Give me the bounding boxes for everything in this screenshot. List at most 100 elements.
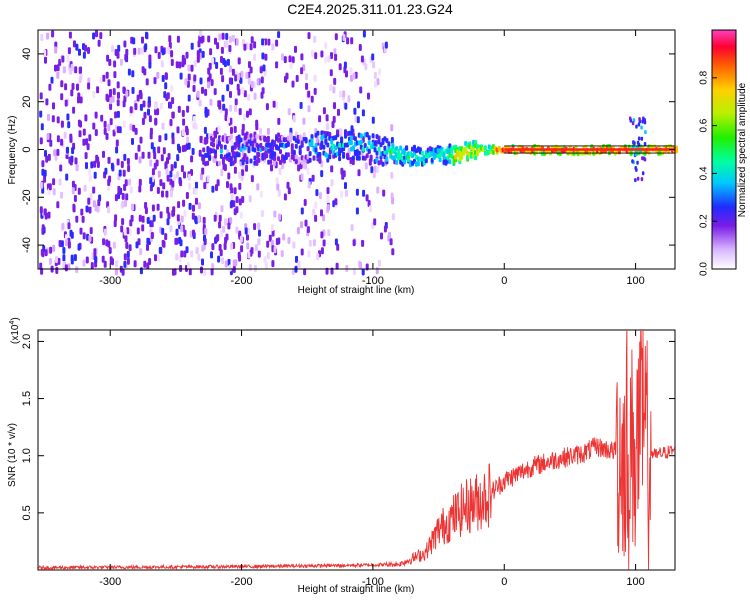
spectrogram-cell [312, 239, 316, 247]
spectrogram-cell [47, 113, 50, 121]
spectrogram-cell [138, 185, 142, 193]
spectrogram-cell [250, 36, 254, 44]
spectrogram-cell [53, 149, 57, 157]
spectrogram-cell [318, 192, 322, 200]
spectrogram-cell [221, 257, 225, 265]
spectrogram-cell [280, 250, 284, 258]
spectrogram-cell [45, 98, 49, 106]
spectrogram-cell [110, 162, 114, 170]
spectrogram-cell [346, 37, 350, 45]
spectrogram-cell [219, 249, 223, 257]
spectrogram-cell [122, 100, 126, 108]
spectrogram-cell [219, 144, 223, 150]
spectrogram-cell [262, 64, 266, 72]
y-tick-label: -40 [21, 237, 33, 253]
spectrogram-cell [298, 150, 302, 156]
spectrogram-cell [326, 195, 330, 203]
y-tick-label: 40 [21, 48, 33, 60]
spectrogram-cell [416, 161, 420, 167]
spectrogram-cell [195, 197, 198, 205]
spectrogram-cell [643, 120, 647, 125]
spectrogram-cell [193, 115, 196, 123]
spectrogram-cell [47, 211, 51, 219]
spectrogram-cell [109, 103, 113, 110]
spectrogram-y-ticks: -40 -20 0 20 40 [21, 48, 675, 253]
colorbar-tick-label: 0.2 [699, 214, 710, 228]
spectrogram-cell [170, 85, 174, 92]
spectrogram-cell [196, 90, 200, 98]
spectrogram-cell [157, 170, 161, 178]
spectrogram-cell [235, 226, 239, 234]
spectrogram-cell [219, 67, 223, 75]
spectrogram-cell [364, 63, 368, 71]
spectrogram-cell [231, 34, 235, 42]
spectrogram-cell [643, 142, 647, 146]
spectrogram-cell [87, 82, 91, 90]
spectrogram-cell [50, 76, 54, 84]
spectrogram-cell [241, 87, 245, 95]
spectrogram-cell [73, 254, 77, 262]
spectrogram-cell [108, 247, 112, 254]
spectrogram-x-label: Height of straight line (km) [298, 285, 415, 296]
spectrogram-cell [305, 73, 309, 81]
spectrogram-cell [201, 244, 205, 252]
spectrogram-cell [64, 83, 68, 91]
spectrogram-cell [391, 248, 395, 256]
spectrogram-cell [361, 146, 365, 152]
spectrogram-cell [315, 189, 319, 197]
spectrogram-cell [114, 214, 118, 222]
spectrogram-cell [188, 202, 192, 210]
spectrogram-cell [312, 208, 316, 216]
spectrogram-cell [355, 207, 359, 215]
spectrogram-cell [352, 239, 356, 247]
spectrogram-cell [176, 154, 180, 162]
spectrogram-cell [43, 49, 47, 57]
spectrogram-cell [107, 179, 111, 186]
spectrogram-cell [448, 159, 452, 165]
spectrogram-cell [93, 171, 97, 179]
spectrogram-cell [125, 242, 129, 249]
spectrogram-cell [283, 56, 287, 64]
spectrogram-cell [90, 161, 94, 169]
spectrogram-cell [107, 156, 111, 164]
spectrogram-cell [256, 183, 260, 191]
spectrogram-cell [361, 268, 365, 276]
spectrogram-cell [237, 57, 241, 65]
spectrogram-cell [320, 247, 324, 255]
spectrogram-cell [290, 143, 294, 151]
spectrogram-cell [313, 35, 317, 43]
spectrogram-cell [122, 120, 126, 128]
spectrogram-cell [127, 165, 131, 172]
spectrogram-cell [636, 176, 640, 181]
spectrogram-cell [233, 126, 237, 133]
spectrogram-cell [349, 131, 353, 137]
spectrogram-cell [181, 129, 185, 137]
spectrogram-cell [79, 120, 82, 128]
spectrogram-cell [261, 146, 265, 151]
spectrogram-cell [67, 47, 71, 55]
spectrogram-cell [99, 76, 103, 84]
spectrogram-cell [247, 227, 251, 235]
spectrogram-cell [165, 168, 169, 176]
spectrogram-cell [336, 243, 340, 251]
spectrogram-cell [160, 154, 164, 162]
spectrogram-cell [116, 110, 120, 118]
spectrogram-cell [196, 50, 200, 58]
spectrogram-cell [227, 222, 231, 230]
spectrogram-cell [249, 158, 253, 164]
spectrogram-cell [220, 56, 223, 63]
spectrogram-cell [287, 187, 291, 195]
spectrogram-cell [58, 240, 62, 247]
spectrogram-cell [80, 208, 84, 216]
x-tick-label: -100 [362, 275, 384, 287]
spectrogram-cell [221, 32, 225, 40]
spectrogram-cell [241, 169, 245, 176]
spectrogram-cell [637, 122, 641, 127]
spectrogram-cell [211, 243, 215, 251]
spectrogram-cell [345, 189, 348, 197]
spectrogram-cell [277, 145, 280, 151]
spectrogram-cell [291, 56, 295, 64]
spectrogram-cell [250, 80, 254, 88]
spectrogram-cell [95, 30, 98, 38]
spectrogram-cell [218, 214, 222, 222]
